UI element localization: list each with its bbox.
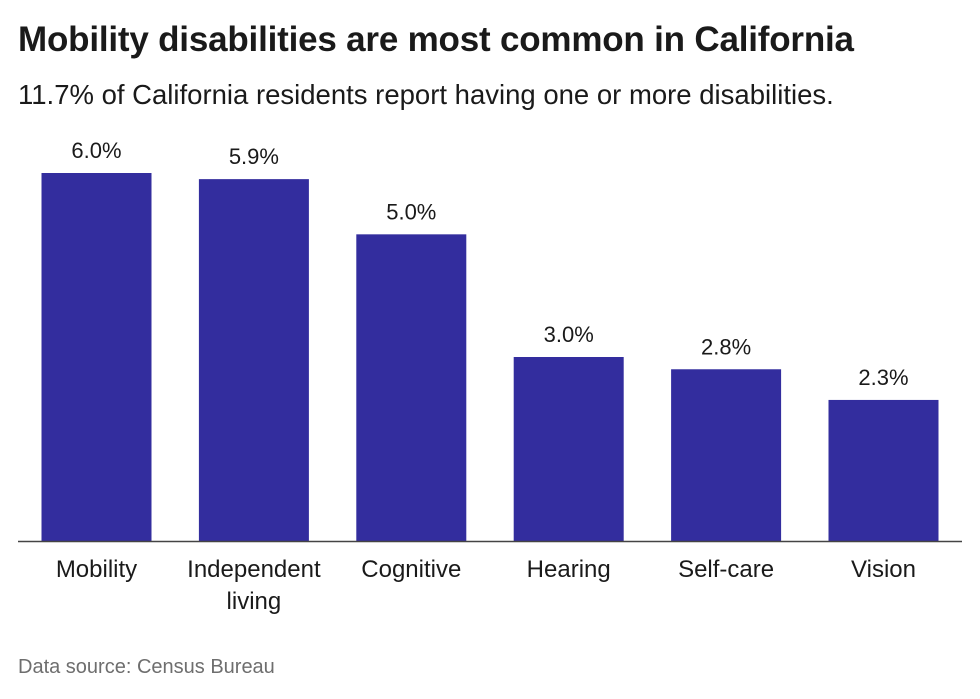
x-tick-label: living <box>227 588 282 615</box>
data-label: 2.8% <box>701 334 751 359</box>
data-label: 3.0% <box>544 322 594 347</box>
bar-chart: 6.0% Mobility 5.9% Independent living 5.0% Cog… <box>18 138 962 615</box>
x-tick-label: Mobility <box>56 556 137 583</box>
data-label: 5.9% <box>229 144 279 169</box>
chart-title: Mobility disabilities are most common in… <box>18 20 854 59</box>
data-source: Data source: Census Bureau <box>18 656 275 678</box>
bar <box>671 369 782 541</box>
x-tick-label: Self-care <box>678 556 774 583</box>
x-tick-label: Independent <box>187 556 321 583</box>
x-tick-label: Cognitive <box>361 556 461 583</box>
bar <box>356 234 467 542</box>
x-tick-label: Vision <box>851 556 916 583</box>
x-tick-label: Hearing <box>527 556 611 583</box>
bar <box>513 357 624 541</box>
data-label: 5.0% <box>386 199 436 224</box>
bar <box>828 399 939 541</box>
data-label: 2.3% <box>858 365 908 390</box>
bar <box>198 179 309 541</box>
chart-subtitle: 11.7% of California residents report hav… <box>18 79 834 110</box>
bar <box>41 173 152 541</box>
data-label: 6.0% <box>71 138 121 163</box>
